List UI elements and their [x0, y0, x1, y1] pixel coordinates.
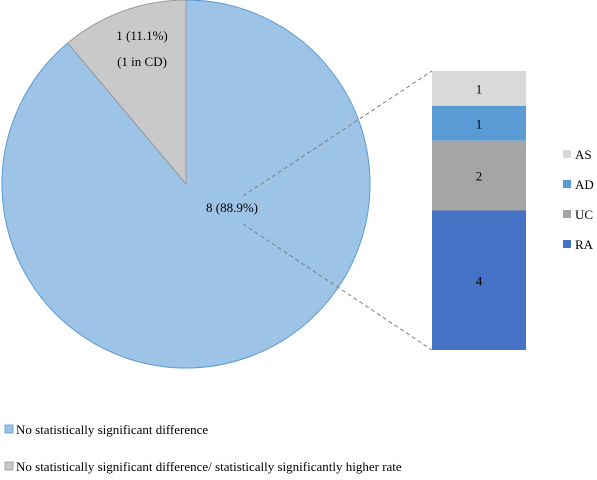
bar-segment-ra [432, 210, 526, 350]
bar-legend: AS AD UC RA [563, 147, 594, 252]
bar-segment-label-as: 1 [476, 81, 483, 96]
pie-slice-higher-rate [67, 0, 187, 186]
breakdown-bar: 1 1 2 4 [432, 71, 526, 350]
bar-segment-uc [432, 140, 526, 211]
pie: 8 (88.9%) 1 (11.1%) (1 in CD) [1, 0, 371, 369]
bar-legend-swatch-ra [563, 240, 571, 248]
bar-segment-label-ad: 1 [476, 116, 483, 131]
bar-segment-label-ra: 4 [476, 273, 483, 288]
bar-legend-swatch-as [563, 150, 571, 158]
legend-swatch-1 [4, 424, 14, 434]
connector-line-top [242, 70, 433, 197]
bar-legend-swatch-ad [563, 180, 571, 188]
bar-legend-label-as: AS [575, 147, 592, 162]
bar-legend-label-uc: UC [575, 207, 593, 222]
legend-swatch-2 [4, 461, 14, 471]
connector-line-bottom [242, 223, 433, 351]
pie-label-no-difference: 8 (88.9%) [206, 200, 258, 215]
pie-sublabel-higher-rate: (1 in CD) [117, 54, 167, 69]
legend-label-2: No statistically significant difference/… [16, 459, 402, 474]
bar-legend-swatch-uc [563, 210, 571, 218]
bar-segment-ad [432, 105, 526, 141]
bar-legend-label-ra: RA [575, 237, 594, 252]
connector-lines [242, 70, 433, 351]
bar-segment-label-uc: 2 [476, 169, 483, 184]
pie-label-higher-rate: 1 (11.1%) [116, 28, 168, 43]
main-legend: No statistically significant difference N… [4, 422, 402, 474]
bar-segment-as [432, 71, 526, 106]
legend-label-1: No statistically significant difference [16, 422, 208, 437]
bar-legend-label-ad: AD [575, 177, 594, 192]
